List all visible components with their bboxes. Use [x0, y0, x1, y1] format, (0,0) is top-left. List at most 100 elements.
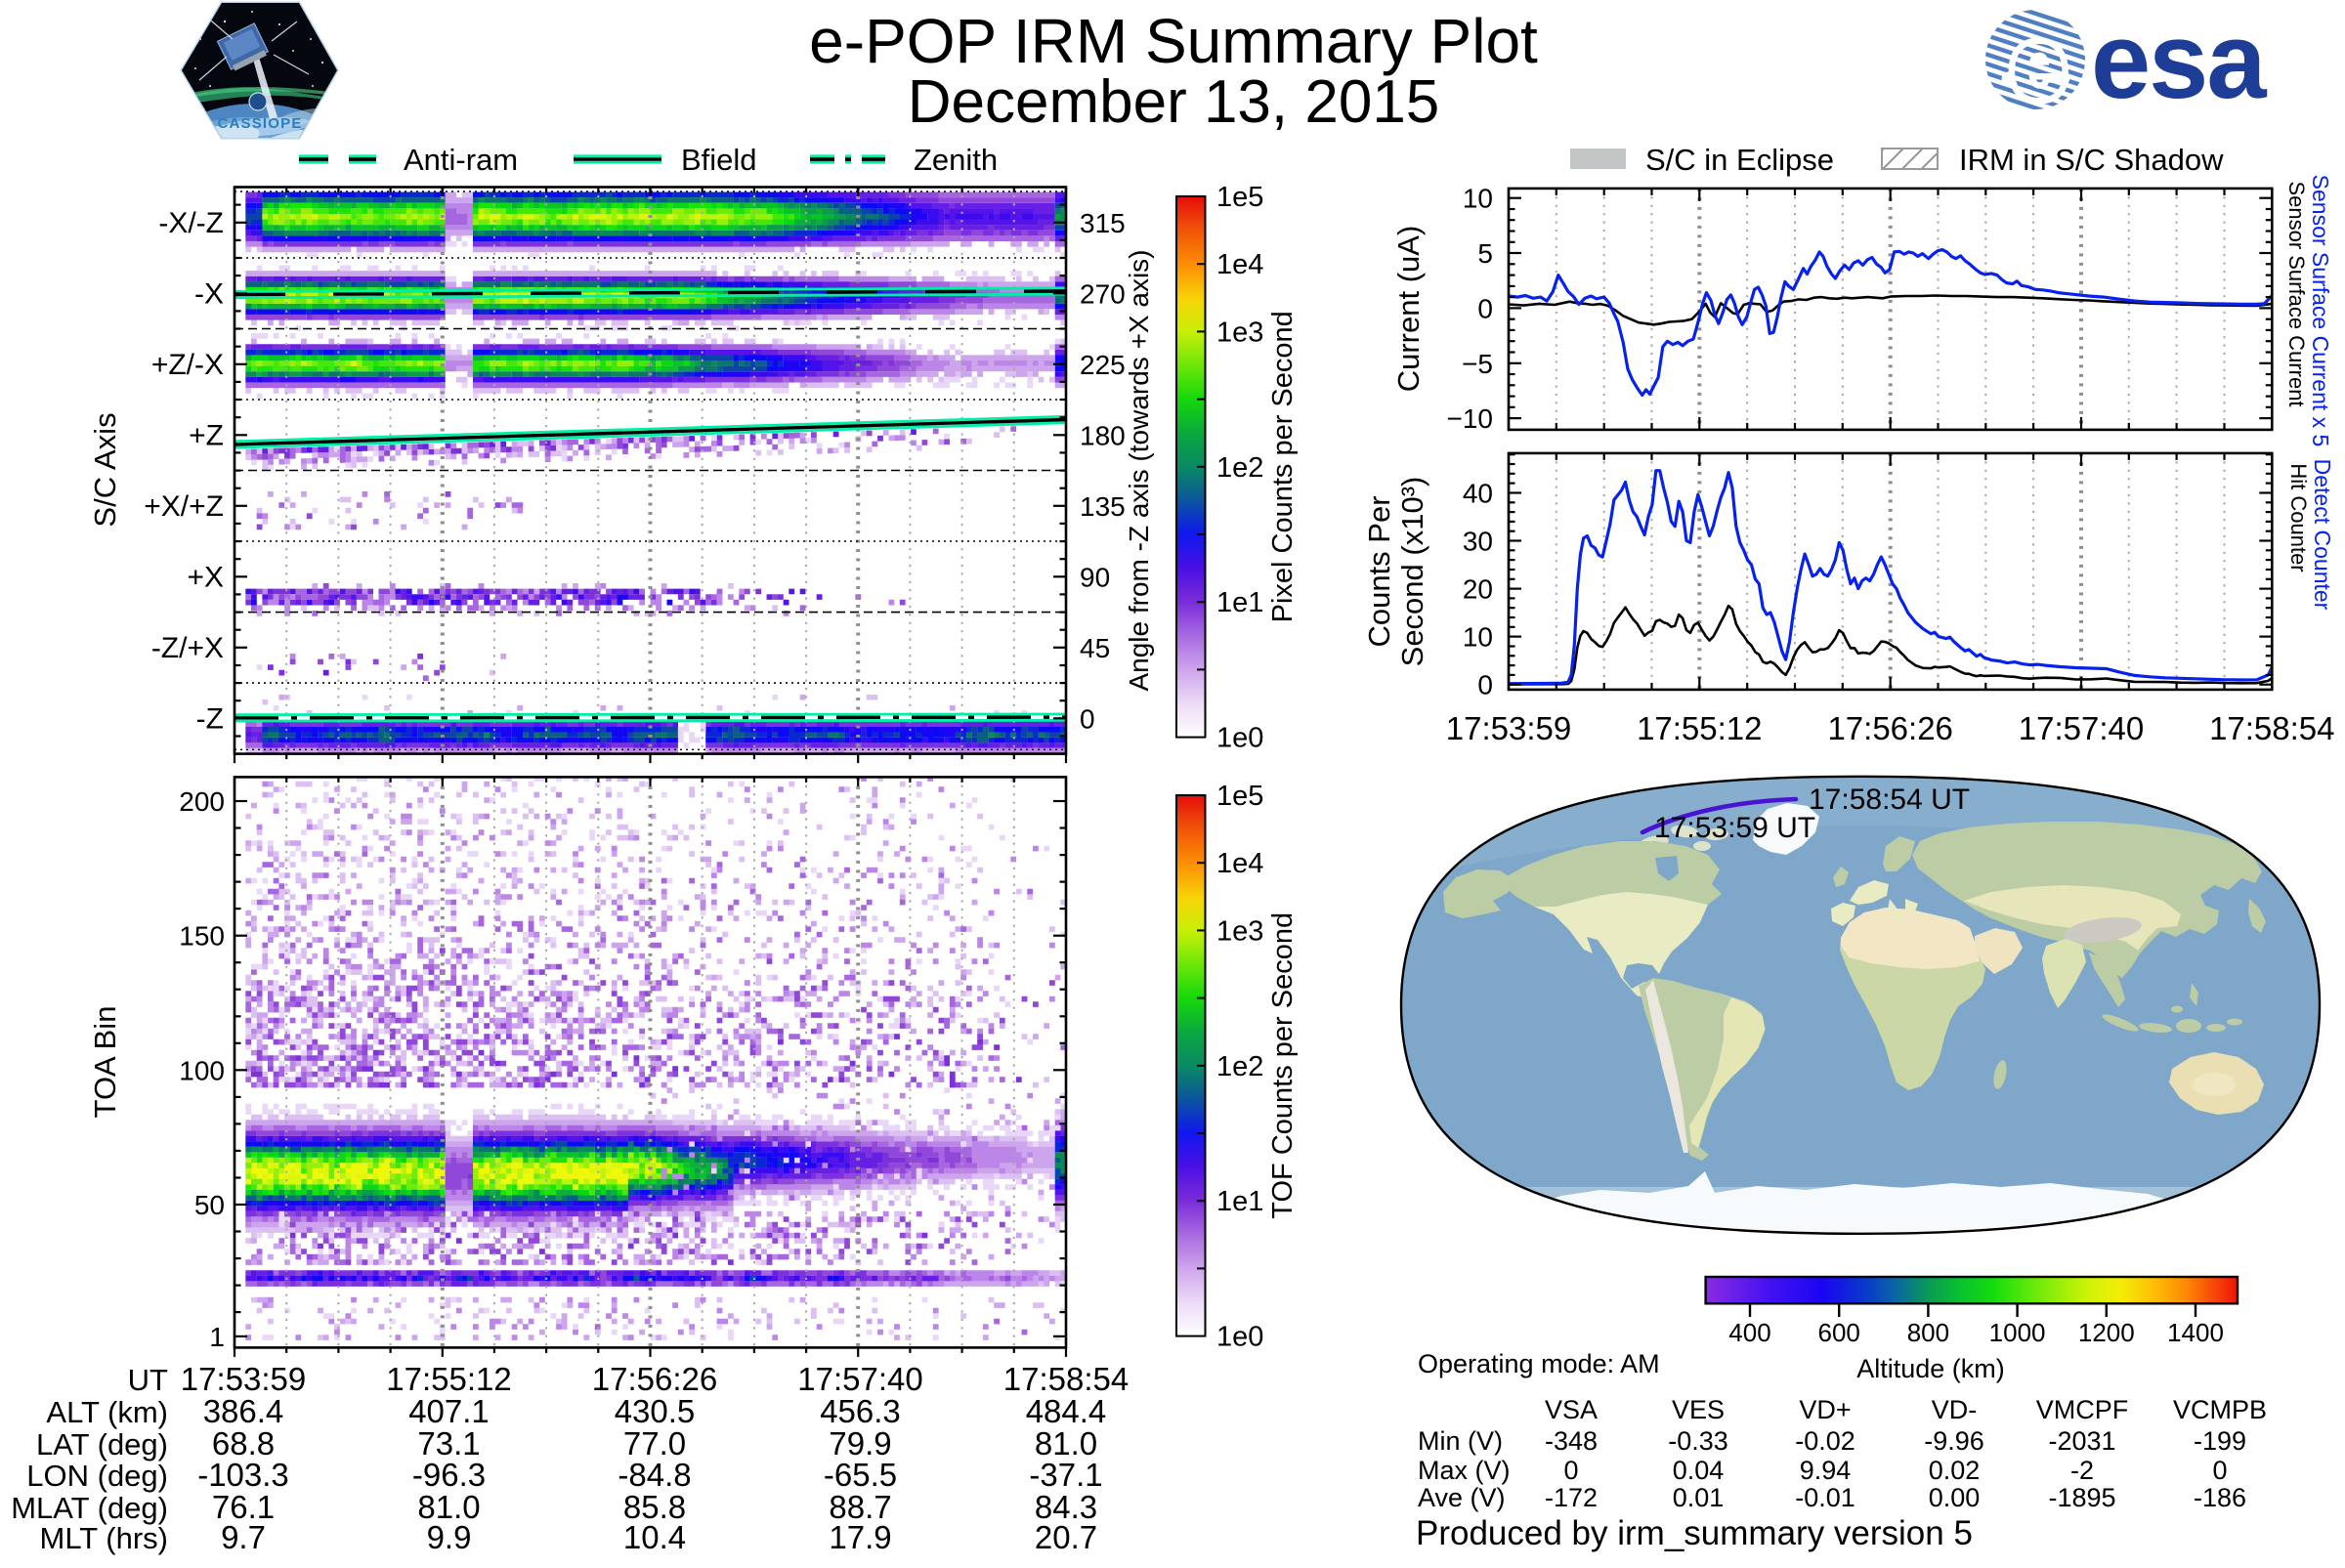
- svg-text:Anti-ram: Anti-ram: [404, 143, 518, 177]
- svg-text:17:55:12: 17:55:12: [386, 1361, 511, 1397]
- svg-text:VES: VES: [1672, 1395, 1725, 1424]
- svg-text:+X: +X: [187, 561, 224, 593]
- svg-text:600: 600: [1818, 1318, 1860, 1347]
- svg-text:84.3: 84.3: [1035, 1489, 1097, 1525]
- svg-text:+X/+Z: +X/+Z: [144, 490, 224, 523]
- svg-text:9.94: 9.94: [1800, 1456, 1852, 1485]
- svg-text:-9.96: -9.96: [1924, 1426, 1984, 1456]
- svg-text:68.8: 68.8: [212, 1425, 275, 1462]
- svg-text:Pixel Counts per Second: Pixel Counts per Second: [1267, 311, 1299, 622]
- svg-text:17:53:59: 17:53:59: [1446, 710, 1571, 746]
- svg-text:VMCPF: VMCPF: [2036, 1395, 2129, 1424]
- svg-text:73.1: 73.1: [417, 1425, 480, 1462]
- svg-text:-84.8: -84.8: [618, 1457, 691, 1493]
- svg-text:1e1: 1e1: [1216, 1186, 1263, 1217]
- svg-text:-37.1: -37.1: [1029, 1457, 1102, 1493]
- svg-text:1e4: 1e4: [1216, 249, 1263, 280]
- svg-text:esa: esa: [2091, 1, 2267, 121]
- svg-text:17:53:59: 17:53:59: [181, 1361, 306, 1397]
- svg-text:386.4: 386.4: [203, 1393, 284, 1429]
- svg-text:9.7: 9.7: [221, 1519, 266, 1555]
- svg-text:100: 100: [179, 1055, 225, 1085]
- svg-text:10.4: 10.4: [623, 1519, 686, 1555]
- svg-text:10: 10: [1463, 184, 1493, 214]
- svg-text:20: 20: [1463, 574, 1493, 605]
- svg-text:30: 30: [1463, 527, 1493, 557]
- svg-text:1000: 1000: [1989, 1318, 2046, 1347]
- svg-text:77.0: 77.0: [623, 1425, 686, 1462]
- svg-text:-2: -2: [2070, 1456, 2094, 1485]
- svg-text:-0.02: -0.02: [1795, 1426, 1855, 1456]
- svg-text:10: 10: [1463, 622, 1493, 653]
- svg-text:1e2: 1e2: [1216, 1051, 1263, 1082]
- svg-text:5: 5: [1477, 238, 1493, 269]
- svg-text:1e0: 1e0: [1216, 723, 1263, 754]
- svg-text:1e4: 1e4: [1216, 848, 1263, 879]
- svg-text:e: e: [2011, 9, 2066, 118]
- svg-text:400: 400: [1728, 1318, 1770, 1347]
- svg-text:−5: −5: [1462, 349, 1493, 379]
- svg-text:800: 800: [1907, 1318, 1949, 1347]
- svg-text:-Z/+X: -Z/+X: [151, 632, 224, 664]
- svg-text:Current (uA): Current (uA): [1391, 226, 1426, 393]
- svg-text:+Z: +Z: [189, 419, 224, 451]
- svg-text:-65.5: -65.5: [824, 1457, 897, 1493]
- svg-text:VD+: VD+: [1799, 1395, 1851, 1424]
- svg-text:-103.3: -103.3: [197, 1457, 289, 1493]
- svg-text:UT: UT: [128, 1363, 168, 1397]
- svg-text:TOA Bin: TOA Bin: [88, 1006, 122, 1119]
- svg-text:VD-: VD-: [1932, 1395, 1978, 1424]
- svg-text:0.01: 0.01: [1673, 1483, 1725, 1512]
- svg-text:180: 180: [1080, 420, 1126, 450]
- svg-text:17:57:40: 17:57:40: [797, 1361, 922, 1397]
- svg-text:MLT (hrs): MLT (hrs): [40, 1521, 168, 1555]
- svg-text:-186: -186: [2194, 1483, 2246, 1512]
- svg-text:225: 225: [1080, 350, 1126, 380]
- svg-text:December 13, 2015: December 13, 2015: [908, 68, 1440, 136]
- svg-text:-96.3: -96.3: [412, 1457, 486, 1493]
- svg-text:e-POP IRM Summary Plot: e-POP IRM Summary Plot: [809, 6, 1538, 76]
- svg-text:1e5: 1e5: [1216, 182, 1263, 213]
- svg-text:85.8: 85.8: [623, 1489, 686, 1525]
- svg-text:0: 0: [2212, 1456, 2227, 1485]
- svg-text:LAT (deg): LAT (deg): [36, 1427, 168, 1462]
- svg-text:0: 0: [1477, 670, 1493, 700]
- svg-text:Max (V): Max (V): [1418, 1456, 1511, 1485]
- svg-text:0.00: 0.00: [1929, 1483, 1981, 1512]
- svg-text:200: 200: [179, 786, 225, 817]
- svg-text:315: 315: [1080, 208, 1126, 238]
- svg-text:17:56:26: 17:56:26: [592, 1361, 717, 1397]
- svg-text:484.4: 484.4: [1026, 1393, 1107, 1429]
- svg-text:-0.33: -0.33: [1668, 1426, 1728, 1456]
- svg-text:VCMPB: VCMPB: [2173, 1395, 2267, 1424]
- svg-text:CASSIOPE: CASSIOPE: [217, 115, 302, 132]
- svg-text:-0.01: -0.01: [1795, 1483, 1855, 1512]
- svg-text:Detect Counter: Detect Counter: [2310, 459, 2335, 611]
- svg-text:-1895: -1895: [2048, 1483, 2115, 1512]
- svg-text:Counts Per: Counts Per: [1362, 495, 1396, 647]
- svg-text:Produced by irm_summary versio: Produced by irm_summary version 5: [1416, 1514, 1973, 1552]
- svg-text:Sensor Surface Current x 5: Sensor Surface Current x 5: [2308, 175, 2333, 447]
- svg-text:9.9: 9.9: [427, 1519, 472, 1555]
- svg-text:1200: 1200: [2078, 1318, 2135, 1347]
- svg-text:S/C in Eclipse: S/C in Eclipse: [1645, 143, 1834, 177]
- svg-text:TOF Counts per Second: TOF Counts per Second: [1267, 912, 1299, 1219]
- svg-text:17:57:40: 17:57:40: [2019, 710, 2144, 746]
- svg-text:-172: -172: [1545, 1483, 1598, 1512]
- svg-text:0: 0: [1563, 1456, 1578, 1485]
- svg-text:-X/-Z: -X/-Z: [158, 207, 224, 239]
- svg-text:1e1: 1e1: [1216, 587, 1263, 618]
- svg-text:LON (deg): LON (deg): [26, 1459, 168, 1493]
- svg-text:Sensor Surface Current: Sensor Surface Current: [2284, 181, 2309, 406]
- svg-text:1e2: 1e2: [1216, 452, 1263, 484]
- svg-text:S/C Axis: S/C Axis: [88, 412, 122, 527]
- svg-text:88.7: 88.7: [829, 1489, 891, 1525]
- svg-text:45: 45: [1080, 633, 1110, 663]
- svg-text:81.0: 81.0: [417, 1489, 480, 1525]
- svg-text:Ave (V): Ave (V): [1418, 1483, 1506, 1512]
- svg-text:Second (x10³): Second (x10³): [1395, 477, 1429, 667]
- svg-text:1e5: 1e5: [1216, 781, 1263, 812]
- svg-text:0.02: 0.02: [1929, 1456, 1981, 1485]
- svg-text:Angle from -Z axis (towards +X: Angle from -Z axis (towards +X axis): [1124, 249, 1154, 691]
- svg-text:−10: −10: [1447, 403, 1494, 434]
